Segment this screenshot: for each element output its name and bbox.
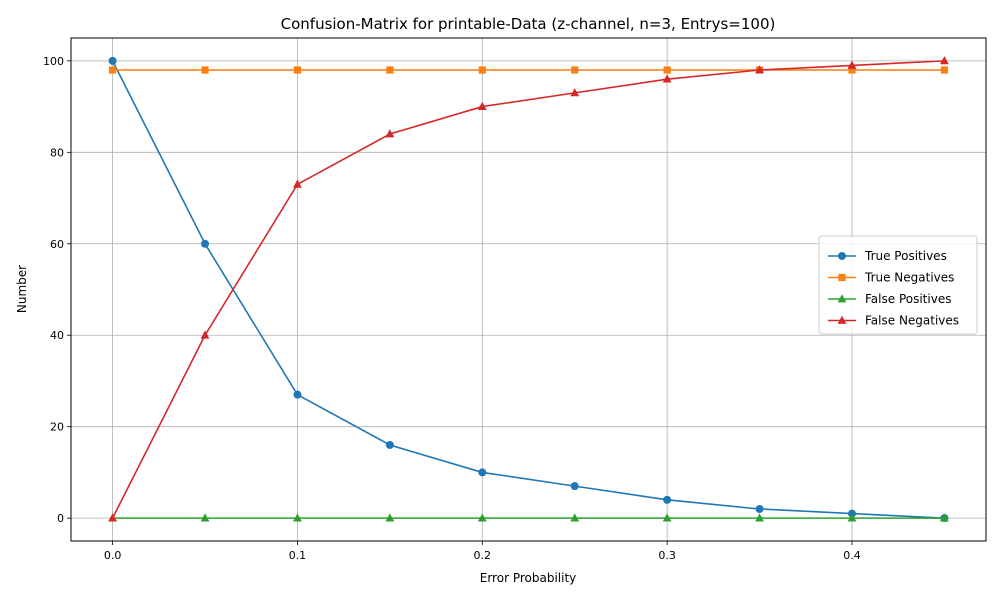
x-tick-label: 0.1	[289, 549, 307, 562]
legend-marker	[838, 252, 846, 260]
data-point	[201, 66, 209, 74]
legend: True Positives True Negatives False Positi…	[818, 235, 978, 335]
chart-title: Confusion-Matrix for printable-Data (z-c…	[281, 15, 776, 33]
series-line	[111, 60, 945, 519]
data-point	[201, 239, 210, 248]
legend-marker	[837, 315, 847, 324]
data-point	[293, 66, 302, 74]
data-point	[293, 513, 302, 522]
data-point	[663, 66, 671, 74]
data-point	[662, 513, 672, 522]
data-point	[755, 513, 764, 522]
series-line	[111, 60, 945, 519]
legend-label: True Negatives	[864, 271, 954, 285]
y-tick-label: 0	[57, 512, 64, 525]
data-point	[847, 60, 857, 69]
data-point	[848, 66, 856, 74]
data-point	[940, 56, 949, 65]
data-point	[478, 468, 487, 477]
legend-label: False Positives	[865, 292, 951, 306]
plot-frame	[70, 37, 987, 542]
data-point	[477, 513, 487, 522]
data-point	[940, 513, 949, 522]
y-tick-label: 80	[50, 146, 64, 159]
x-tick-label: 0.4	[843, 549, 861, 562]
data-point	[662, 74, 672, 83]
data-point	[293, 179, 302, 188]
data-point	[755, 504, 764, 513]
data-point	[385, 440, 394, 449]
data-point	[478, 66, 486, 74]
x-tick-label: 0.3	[658, 549, 676, 562]
legend-label: True Positives	[864, 249, 947, 263]
data-point	[477, 101, 487, 110]
data-point	[293, 390, 302, 399]
legend-marker	[838, 273, 846, 282]
data-point	[663, 495, 672, 504]
data-point	[570, 482, 579, 491]
axis-ticks: 0.0 0.1 0.2 0.3 0.4 0 20 40 60 80 100	[43, 55, 861, 562]
series-true-positives	[108, 56, 949, 523]
data-point	[385, 513, 395, 522]
legend-marker	[837, 294, 847, 303]
data-point	[385, 129, 395, 138]
data-point	[200, 513, 210, 522]
data-point	[570, 88, 580, 97]
y-tick-label: 40	[50, 329, 64, 342]
legend-label: False Negatives	[865, 314, 959, 328]
y-tick-label: 20	[50, 421, 64, 434]
data-point	[108, 513, 117, 522]
legend-item: False Positives	[828, 292, 951, 306]
data-point	[570, 513, 580, 522]
x-tick-label: 0.2	[474, 549, 492, 562]
series-false-positives	[108, 513, 949, 522]
legend-box	[818, 235, 978, 335]
data-point	[940, 66, 949, 74]
x-tick-label: 0.0	[104, 549, 122, 562]
legend-item: True Negatives	[828, 271, 954, 285]
data-point	[108, 66, 117, 74]
data-point	[847, 513, 857, 522]
y-axis-label: Number	[15, 265, 29, 313]
data-point	[386, 66, 394, 74]
y-tick-label: 60	[50, 238, 64, 251]
data-point	[755, 65, 764, 74]
data-point	[200, 330, 210, 339]
x-axis-label: Error Probability	[480, 571, 577, 585]
y-tick-label: 100	[43, 55, 64, 68]
legend-item: False Negatives	[828, 314, 959, 328]
series-layer	[108, 56, 949, 523]
data-point	[571, 66, 579, 74]
data-point	[108, 56, 117, 65]
series-false-negatives	[108, 56, 949, 522]
legend-item: True Positives	[828, 249, 947, 263]
